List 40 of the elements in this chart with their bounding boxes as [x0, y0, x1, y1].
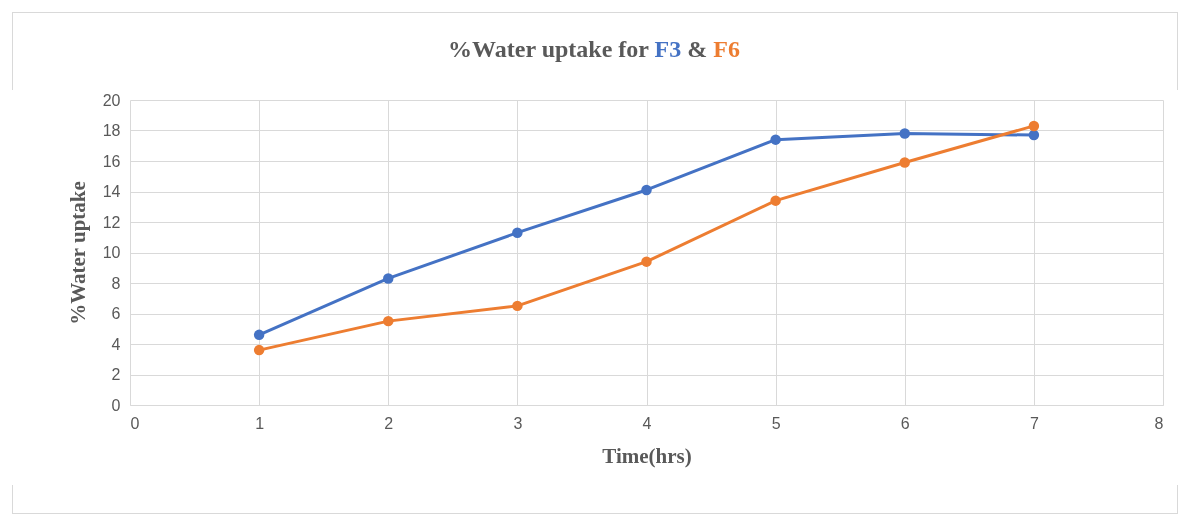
point: [1028, 129, 1040, 141]
point: [641, 256, 652, 267]
point: [253, 344, 265, 356]
y-tick-label: 10: [102, 244, 121, 261]
point: [512, 300, 523, 312]
x-tick-label: 8: [1154, 414, 1164, 432]
text: F6: [713, 36, 740, 62]
point: [899, 128, 910, 139]
y-tick-label: 14: [102, 183, 121, 200]
y-tick-label: 6: [111, 305, 121, 322]
x-tick-label: 5: [771, 414, 781, 432]
point: [383, 315, 394, 327]
y-tick-label: 16: [102, 152, 121, 170]
x-tick-label: 6: [900, 414, 910, 432]
chart-title: %Water uptake for: [448, 36, 650, 62]
point: [770, 134, 781, 145]
x-tick-label: 3: [513, 414, 523, 432]
point: [512, 227, 523, 238]
y-tick-label: 12: [102, 213, 121, 231]
y-tick-label: 2: [111, 366, 121, 383]
point: [1028, 120, 1040, 132]
point: [641, 184, 652, 196]
point: [899, 157, 910, 168]
x-tick-label: 0: [130, 414, 140, 432]
text: F3: [654, 36, 682, 62]
point: [770, 195, 781, 206]
y-tick-label: 20: [102, 91, 121, 109]
y-tick-label: 4: [111, 335, 121, 353]
x-tick-label: 1: [255, 414, 265, 432]
y-axis-title: %Water uptake: [65, 181, 90, 325]
x-tick-label: 2: [384, 414, 394, 432]
text: &: [686, 36, 709, 62]
point: [253, 329, 265, 341]
y-tick-label: 18: [102, 122, 121, 139]
y-tick-label: 8: [111, 274, 121, 292]
x-tick-label: 7: [1029, 414, 1039, 432]
y-tick-label: 0: [111, 396, 121, 414]
x-axis-title: Time(hrs): [602, 443, 692, 468]
point: [383, 273, 394, 284]
x-tick-label: 4: [642, 414, 652, 432]
